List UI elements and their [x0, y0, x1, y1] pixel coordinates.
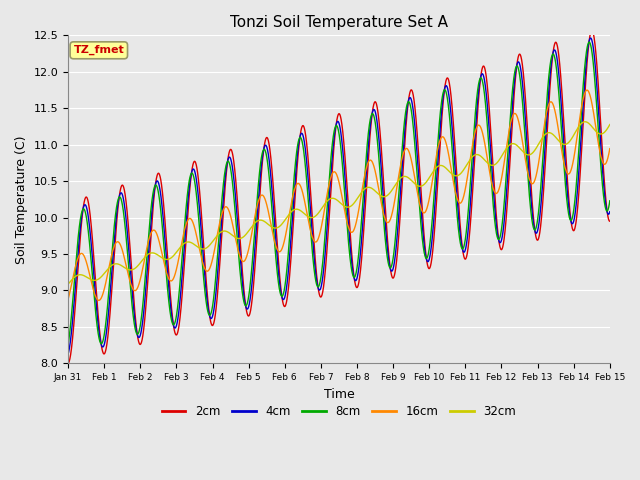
2cm: [401, 135, 409, 141]
Y-axis label: Soil Temperature (C): Soil Temperature (C): [15, 135, 28, 264]
Legend: 2cm, 4cm, 8cm, 16cm, 32cm: 2cm, 4cm, 8cm, 16cm, 32cm: [157, 401, 521, 423]
Line: 32cm: 32cm: [68, 122, 610, 284]
4cm: [64, 351, 72, 357]
32cm: [581, 119, 589, 125]
16cm: [64, 297, 72, 302]
32cm: [605, 122, 613, 128]
16cm: [555, 127, 563, 133]
8cm: [392, 233, 399, 239]
16cm: [606, 146, 614, 152]
32cm: [554, 137, 562, 143]
16cm: [583, 87, 591, 93]
2cm: [180, 265, 188, 271]
16cm: [180, 228, 188, 234]
8cm: [216, 229, 223, 235]
8cm: [606, 198, 614, 204]
2cm: [392, 266, 399, 272]
Line: 16cm: 16cm: [68, 90, 610, 300]
Text: TZ_fmet: TZ_fmet: [74, 45, 124, 56]
Line: 4cm: 4cm: [68, 38, 610, 354]
8cm: [64, 342, 72, 348]
8cm: [401, 113, 409, 119]
2cm: [554, 49, 562, 55]
Line: 8cm: 8cm: [68, 42, 610, 345]
8cm: [605, 200, 613, 206]
8cm: [554, 84, 562, 90]
2cm: [216, 267, 223, 273]
2cm: [605, 218, 613, 224]
4cm: [605, 210, 613, 216]
32cm: [180, 240, 188, 246]
8cm: [586, 39, 593, 45]
16cm: [401, 146, 409, 152]
4cm: [216, 248, 223, 254]
16cm: [392, 192, 399, 197]
Title: Tonzi Soil Temperature Set A: Tonzi Soil Temperature Set A: [230, 15, 448, 30]
16cm: [95, 298, 102, 303]
32cm: [216, 230, 223, 236]
4cm: [180, 247, 188, 252]
32cm: [392, 181, 399, 187]
2cm: [64, 360, 72, 366]
4cm: [554, 66, 562, 72]
4cm: [392, 250, 399, 256]
4cm: [401, 124, 409, 130]
4cm: [587, 35, 595, 41]
2cm: [606, 218, 614, 224]
32cm: [64, 281, 72, 287]
2cm: [588, 27, 596, 33]
X-axis label: Time: Time: [324, 388, 355, 401]
Line: 2cm: 2cm: [68, 30, 610, 363]
32cm: [606, 121, 614, 127]
16cm: [216, 221, 223, 227]
8cm: [180, 228, 188, 234]
16cm: [606, 146, 614, 152]
32cm: [401, 174, 409, 180]
4cm: [606, 209, 614, 215]
